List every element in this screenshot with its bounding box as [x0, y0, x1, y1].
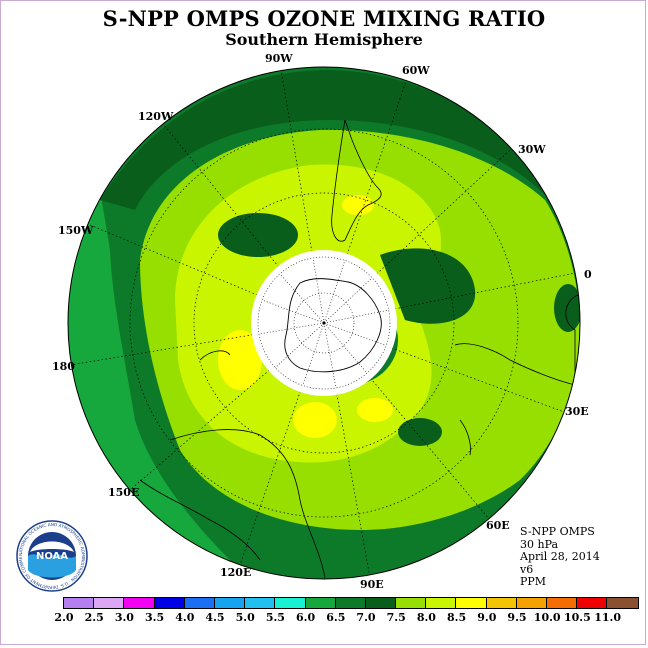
lon-label-90w: 90W — [265, 52, 293, 65]
colorbar-swatch — [396, 598, 427, 608]
colorbar-tick-label: 7.0 — [356, 611, 376, 624]
colorbar-swatch — [365, 598, 397, 608]
lon-label-90e: 90E — [360, 578, 384, 591]
colorbar-swatch — [486, 598, 517, 608]
colorbar-tick-label: 4.5 — [205, 611, 225, 624]
colorbar-swatch — [577, 598, 608, 608]
colorbar-tick-label: 5.0 — [235, 611, 255, 624]
graticule — [69, 69, 580, 579]
lon-label-120e: 120E — [220, 566, 252, 579]
colorbar-tick-label: 9.0 — [477, 611, 497, 624]
colorbar-tick-label: 8.5 — [447, 611, 467, 624]
map-boundary — [67, 66, 581, 580]
lon-label-150w: 150W — [58, 224, 94, 237]
info-version: v6 — [520, 562, 534, 576]
antarctica-coastline — [284, 278, 382, 373]
colorbar-swatch — [184, 598, 215, 608]
lon-label-150e: 150E — [108, 486, 140, 499]
colorbar-tick-label: 7.5 — [386, 611, 406, 624]
colorbar — [63, 597, 639, 609]
south-pole-marker — [322, 321, 326, 325]
colorbar-tick-label: 8.0 — [416, 611, 436, 624]
colorbar-tick-label: 9.5 — [507, 611, 527, 624]
ozone-low-patch-b — [380, 248, 476, 324]
ozone-contour-8.5-c — [357, 398, 393, 422]
ozone-contour-8.5-d — [342, 195, 374, 215]
colorbar-swatch — [124, 598, 155, 608]
info-pressure-level: 30 hPa — [520, 537, 559, 551]
ozone-low-patch-a — [218, 213, 298, 257]
colorbar-swatch — [214, 598, 246, 608]
colorbar-tick-label: 6.5 — [326, 611, 346, 624]
map-subtitle: Southern Hemisphere — [225, 30, 423, 49]
ozone-low-patch-e — [315, 77, 375, 113]
colorbar-swatch — [245, 598, 276, 608]
colorbar-swatch — [607, 598, 638, 608]
colorbar-tick-label: 3.0 — [114, 611, 134, 624]
coastlines — [139, 119, 579, 579]
colorbar-swatch — [335, 598, 366, 608]
ozone-low-patch-d — [554, 284, 580, 332]
colorbar-tick-label: 5.5 — [265, 611, 285, 624]
lon-label-60w: 60W — [402, 64, 430, 77]
colorbar-tick-label: 2.5 — [84, 611, 104, 624]
colorbar-tick-label: 10.0 — [533, 611, 561, 624]
lon-label-30e: 30E — [565, 405, 589, 418]
colorbar-tick-label: 11.0 — [594, 611, 621, 624]
info-units: PPM — [520, 575, 547, 588]
ozone-contour-7.0 — [100, 70, 545, 210]
colorbar-swatch — [275, 598, 306, 608]
lon-label-30w: 30W — [518, 143, 546, 156]
colorbar-tick-label: 4.0 — [175, 611, 195, 624]
colorbar-tick-label: 3.5 — [145, 611, 165, 624]
lon-label-0: 0 — [584, 268, 592, 281]
ozone-contour-8.5-a — [218, 330, 262, 390]
colorbar-swatch — [516, 598, 547, 608]
noaa-logo-wordmark: NOAA — [36, 551, 68, 562]
lon-label-120w: 120W — [138, 110, 174, 123]
info-date: April 28, 2014 — [520, 550, 600, 563]
colorbar-swatch — [456, 598, 487, 608]
lon-label-60e: 60E — [486, 519, 510, 532]
colorbar-tick-label: 2.0 — [54, 611, 74, 624]
polar-graticule — [257, 256, 391, 390]
info-instrument: S-NPP OMPS — [520, 525, 595, 538]
noaa-logo: NOAA NATIONAL OCEANIC AND ATMOSPHERIC AD… — [16, 520, 88, 592]
colorbar-tick-label: 6.0 — [296, 611, 316, 624]
colorbar-swatch — [547, 598, 578, 608]
lon-label-180: 180 — [52, 360, 75, 373]
ozone-contour-8.5-b — [293, 402, 337, 438]
colorbar-swatch — [154, 598, 185, 608]
colorbar-swatch — [426, 598, 457, 608]
info-block: S-NPP OMPS 30 hPa April 28, 2014 v6 PPM — [520, 525, 600, 589]
colorbar-swatch — [305, 598, 336, 608]
colorbar-tick-label: 10.5 — [563, 611, 591, 624]
colorbar-swatch — [94, 598, 125, 608]
colorbar-swatch — [64, 598, 95, 608]
map-title: S-NPP OMPS OZONE MIXING RATIO — [102, 6, 546, 31]
ozone-low-patch-c — [398, 418, 442, 446]
